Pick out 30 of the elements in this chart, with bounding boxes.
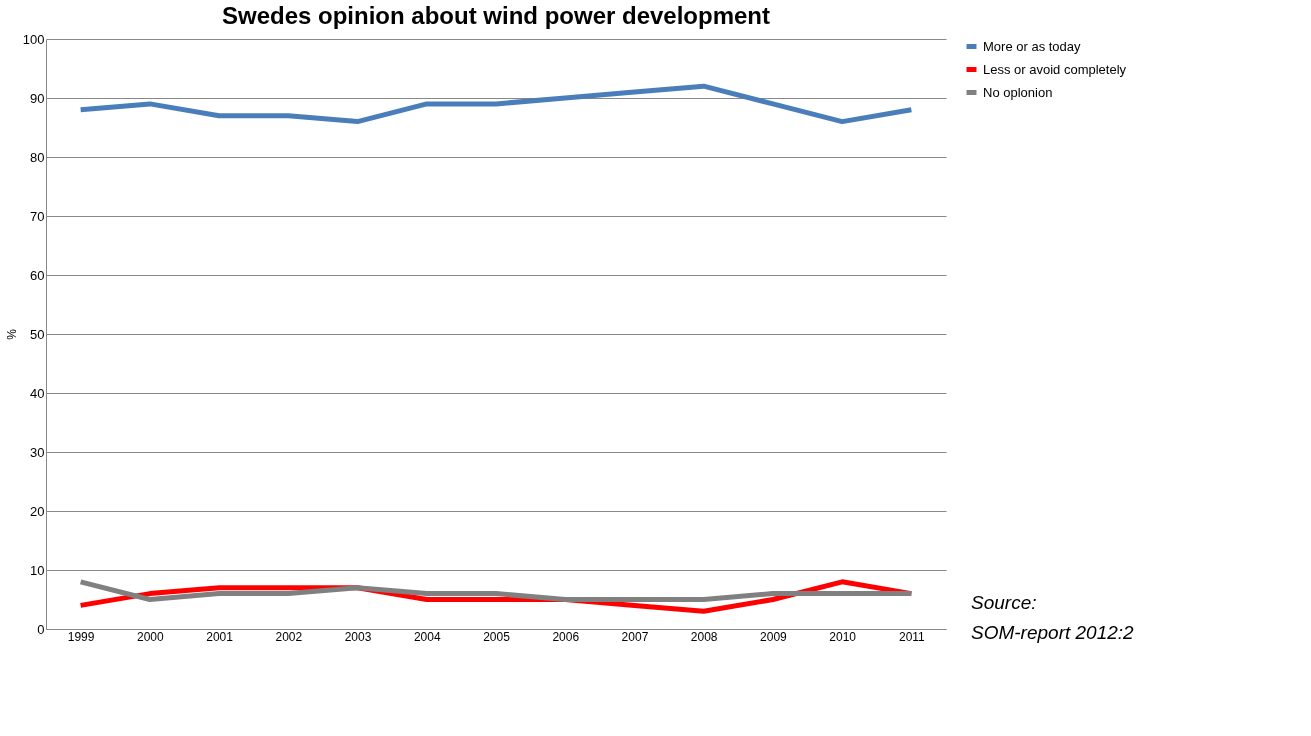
y-tick-label: 80	[30, 149, 45, 165]
y-tick-label: 70	[30, 208, 45, 224]
x-tick-label: 2001	[206, 629, 234, 644]
y-tick-label: 10	[30, 562, 45, 578]
y-tick-label: 50	[30, 326, 45, 342]
legend-label: More or as today	[983, 38, 1082, 54]
x-tick-label: 2007	[621, 629, 649, 644]
x-tick-label: 1999	[67, 629, 95, 644]
x-tick-label: 2006	[552, 629, 580, 644]
y-tick-label: 40	[30, 385, 45, 401]
y-tick-label: 100	[22, 31, 45, 47]
x-tick-label: 2000	[136, 629, 165, 644]
y-tick-label: 90	[30, 90, 45, 106]
x-tick-label: 2011	[898, 629, 926, 644]
x-tick-label: 2002	[275, 629, 303, 644]
y-tick-label: 20	[30, 503, 45, 519]
x-tick-label: 2010	[829, 629, 857, 644]
x-tick-label: 2005	[483, 629, 511, 644]
x-tick-label: 2009	[760, 629, 788, 644]
x-tick-label: 2004	[413, 629, 441, 644]
y-tick-label: 60	[30, 267, 45, 283]
y-axis-title: %	[4, 328, 19, 340]
legend-label: Less or avoid completely	[983, 61, 1127, 77]
y-tick-label: 0	[37, 621, 45, 637]
x-tick-label: 2003	[344, 629, 372, 644]
chart-title: Swedes opinion about wind power development	[221, 2, 771, 29]
y-tick-label: 30	[30, 444, 45, 460]
legend-label: No oplonion	[983, 84, 1053, 100]
x-tick-label: 2008	[690, 629, 718, 644]
source-note: Source: SOM-report 2012:2	[971, 592, 1135, 643]
